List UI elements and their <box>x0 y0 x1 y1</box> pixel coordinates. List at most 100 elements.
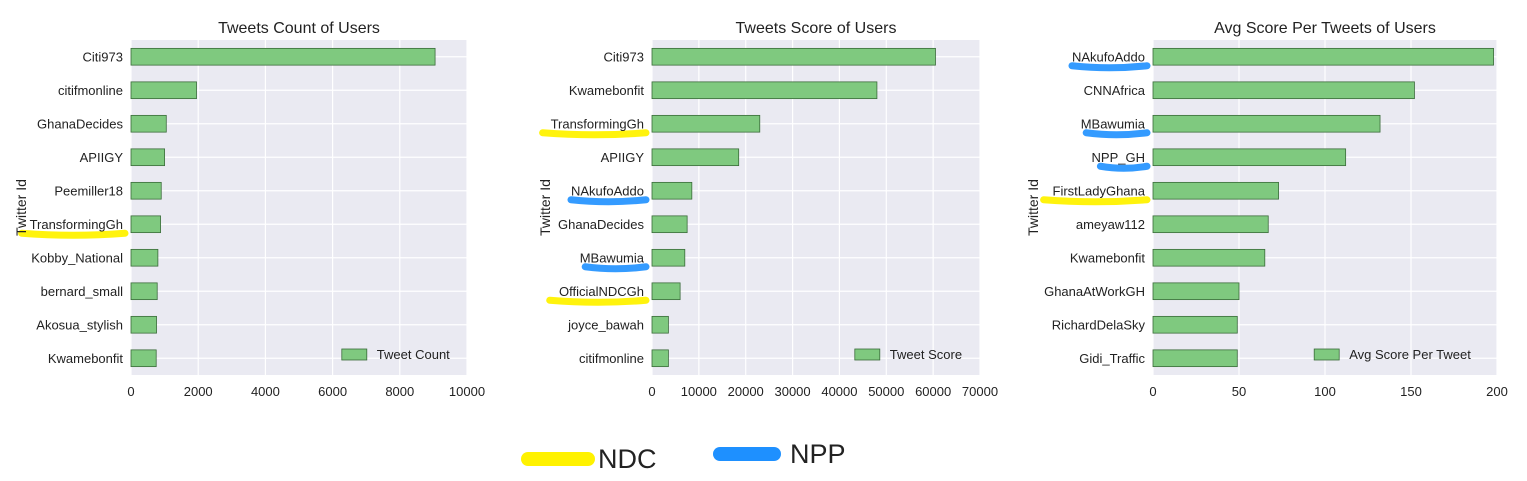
category-label: Citi973 <box>83 49 123 64</box>
party-highlight-ndc <box>539 129 650 139</box>
category-label: bernard_small <box>41 284 123 299</box>
bar <box>1152 282 1240 301</box>
bar <box>651 282 681 301</box>
bar <box>130 47 436 66</box>
bar <box>651 215 688 234</box>
party-highlight-npp <box>567 196 650 206</box>
category-label: Peemiller18 <box>54 183 123 198</box>
bar <box>651 349 669 368</box>
category-label: APIIGY <box>80 150 124 165</box>
bar <box>1152 315 1238 334</box>
bar <box>130 215 161 234</box>
bar <box>651 315 669 334</box>
x-tick-label: 10000 <box>449 384 485 399</box>
party-highlight-npp <box>1096 162 1151 172</box>
x-tick-label: 20000 <box>728 384 764 399</box>
category-label: Kwamebonfit <box>569 83 645 98</box>
y-axis-label: Twitter Id <box>537 179 553 236</box>
x-tick-label: 70000 <box>962 384 998 399</box>
party-highlight-ndc <box>18 229 129 239</box>
bar <box>651 81 878 100</box>
x-tick-label: 150 <box>1400 384 1422 399</box>
x-tick-label: 0 <box>127 384 134 399</box>
category-label: joyce_bawah <box>567 317 644 332</box>
category-label: TransformingGh <box>551 116 644 131</box>
category-label: Kwamebonfit <box>1070 250 1146 265</box>
y-axis-label: Twitter Id <box>13 179 29 236</box>
chart-1: Citi973 citifmonline GhanaDecides APIIGY Pee… <box>13 20 485 399</box>
category-label: GhanaDecides <box>558 217 644 232</box>
bar <box>1152 215 1269 234</box>
x-tick-label: 50 <box>1232 384 1246 399</box>
legend-label: Tweet Score <box>890 347 962 362</box>
chart-title: Avg Score Per Tweets of Users <box>1214 20 1436 37</box>
y-axis-label: Twitter Id <box>1025 179 1041 236</box>
bar <box>130 148 165 167</box>
category-label: NAkufoAddo <box>1072 49 1145 64</box>
bar <box>130 81 197 100</box>
category-label: MBawumia <box>580 250 645 265</box>
x-tick-label: 0 <box>1149 384 1156 399</box>
category-label: citifmonline <box>579 351 644 366</box>
category-label: Akosua_stylish <box>36 317 123 332</box>
category-label: ameyaw112 <box>1076 217 1145 232</box>
bar <box>130 282 158 301</box>
party-highlight-ndc <box>1040 196 1151 206</box>
category-label: Kwamebonfit <box>48 351 124 366</box>
bar <box>1152 81 1415 100</box>
legend-swatch <box>341 348 368 361</box>
legend-swatch <box>1313 348 1340 361</box>
bar <box>130 181 162 200</box>
bar <box>651 47 936 66</box>
x-tick-label: 40000 <box>821 384 857 399</box>
x-tick-label: 4000 <box>251 384 280 399</box>
x-tick-label: 2000 <box>184 384 213 399</box>
category-label: citifmonline <box>58 83 123 98</box>
bar <box>651 148 740 167</box>
party-legend: NDC NPP <box>521 439 846 474</box>
x-tick-label: 100 <box>1314 384 1336 399</box>
category-label: NAkufoAddo <box>571 183 644 198</box>
legend-swatch <box>854 348 881 361</box>
category-label: Kobby_National <box>31 250 123 265</box>
x-tick-label: 30000 <box>774 384 810 399</box>
party-highlight-npp <box>1082 129 1151 139</box>
x-tick-label: 8000 <box>385 384 414 399</box>
bar <box>651 248 686 267</box>
bar <box>1152 349 1238 368</box>
bar <box>1152 181 1279 200</box>
category-label: TransformingGh <box>30 217 123 232</box>
bar <box>1152 248 1266 267</box>
category-label: Citi973 <box>604 49 644 64</box>
party-label: NPP <box>790 439 846 469</box>
x-tick-label: 60000 <box>915 384 951 399</box>
chart-title: Tweets Count of Users <box>218 20 380 37</box>
bar <box>1152 148 1347 167</box>
bar <box>130 114 167 133</box>
category-label: NPP_GH <box>1092 150 1145 165</box>
bar <box>130 248 159 267</box>
x-tick-label: 10000 <box>681 384 717 399</box>
category-label: OfficialNDCGh <box>559 284 644 299</box>
bar <box>1152 47 1494 66</box>
category-label: MBawumia <box>1081 116 1146 131</box>
bar <box>651 114 761 133</box>
legend-label: Tweet Count <box>377 347 450 362</box>
x-tick-label: 200 <box>1486 384 1508 399</box>
bar <box>130 315 157 334</box>
category-label: APIIGY <box>601 150 645 165</box>
x-tick-label: 50000 <box>868 384 904 399</box>
category-label: RichardDelaSky <box>1052 317 1146 332</box>
category-label: Gidi_Traffic <box>1079 351 1145 366</box>
chart-3: NAkufoAddo CNNAfrica MBawumia NPP_GH FirstLa… <box>1025 20 1508 399</box>
x-tick-label: 6000 <box>318 384 347 399</box>
bar <box>1152 114 1381 133</box>
party-highlight-npp <box>581 263 650 273</box>
category-label: GhanaDecides <box>37 116 123 131</box>
category-label: GhanaAtWorkGH <box>1044 284 1145 299</box>
legend-label: Avg Score Per Tweet <box>1349 347 1471 362</box>
party-highlight-npp <box>1068 62 1151 72</box>
category-label: CNNAfrica <box>1084 83 1146 98</box>
x-tick-label: 0 <box>648 384 655 399</box>
